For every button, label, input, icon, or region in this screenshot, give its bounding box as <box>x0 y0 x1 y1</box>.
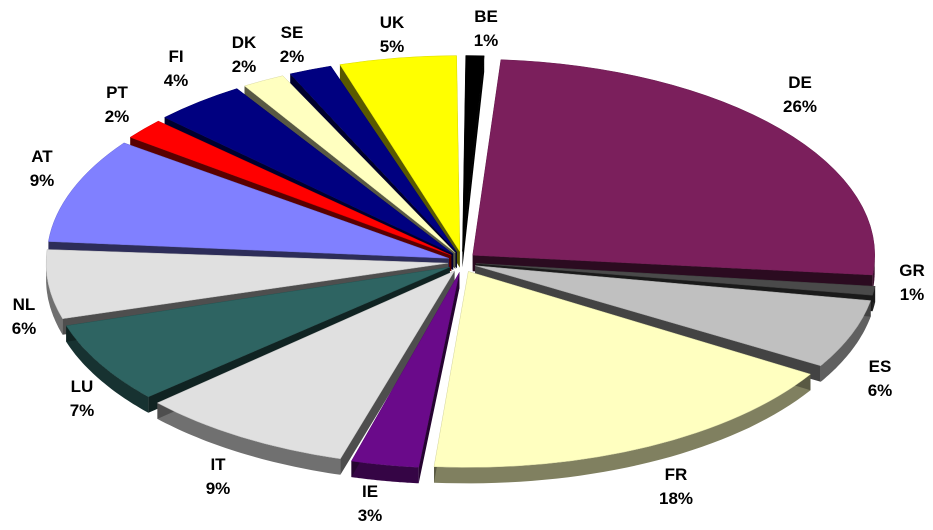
slice-top <box>129 120 452 256</box>
slice-label-percent: 7% <box>70 401 95 420</box>
slice-label-percent: 18% <box>659 489 693 508</box>
slice-label-se: SE 2% <box>280 23 305 66</box>
slice-top <box>350 272 460 468</box>
slice-top <box>339 55 461 253</box>
slice-label-percent: 3% <box>358 506 383 525</box>
slice-top <box>243 75 456 253</box>
pie-slices <box>45 55 876 484</box>
slice-rim <box>351 461 419 484</box>
pie-slice-ie <box>350 272 460 484</box>
slice-label-name: AT <box>31 147 53 166</box>
slice-label-name: IE <box>362 482 378 501</box>
slice-rim <box>820 300 871 382</box>
slice-label-name: PT <box>106 83 128 102</box>
slice-label-it: IT 9% <box>206 455 231 498</box>
slice-top <box>164 88 454 255</box>
slice-label-name: LU <box>71 377 94 396</box>
slice-label-uk: UK 5% <box>380 13 405 56</box>
slice-label-percent: 2% <box>105 107 130 126</box>
slice-label-lu: LU 7% <box>70 377 95 420</box>
slice-top <box>433 271 812 468</box>
slice-label-name: FR <box>665 465 688 484</box>
slice-top <box>462 55 485 252</box>
slice-label-name: FI <box>168 47 183 66</box>
slice-label-dk: DK 2% <box>232 33 257 76</box>
slice-label-percent: 26% <box>783 97 817 116</box>
slice-rim <box>434 374 811 484</box>
slice-label-pt: PT 2% <box>105 83 130 126</box>
slice-label-es: ES 6% <box>868 357 893 400</box>
slice-label-at: AT 9% <box>30 147 55 190</box>
slice-label-name: DK <box>232 33 257 52</box>
slice-label-percent: 2% <box>280 47 305 66</box>
slice-rim <box>66 325 149 413</box>
slice-top <box>48 142 449 259</box>
slice-top <box>475 263 876 296</box>
slice-label-name: ES <box>869 357 892 376</box>
slice-rim <box>157 402 341 475</box>
slice-label-name: SE <box>281 23 304 42</box>
slice-label-percent: 5% <box>380 37 405 56</box>
slice-side <box>418 272 460 484</box>
slice-label-name: IT <box>210 455 226 474</box>
slice-label-percent: 6% <box>868 381 893 400</box>
pie-slice-de <box>472 59 875 291</box>
slice-top <box>156 270 456 460</box>
slice-label-percent: 2% <box>232 57 257 76</box>
slice-label-percent: 1% <box>474 31 499 50</box>
slice-label-percent: 9% <box>30 171 55 190</box>
pie-labels: BE 1% DE 26% GR 1% ES 6% FR 18% IE 3% IT 9% LU 7% NL 6% AT… <box>12 7 925 525</box>
slice-label-name: NL <box>13 295 36 314</box>
slice-label-ie: IE 3% <box>358 482 383 525</box>
pie-slice-it <box>156 270 456 475</box>
slice-label-name: GR <box>899 261 925 280</box>
slice-label-be: BE 1% <box>474 7 499 50</box>
slice-label-name: BE <box>474 7 498 26</box>
slice-label-fi: FI 4% <box>164 47 189 90</box>
slice-top <box>65 266 450 398</box>
slice-top <box>289 65 458 253</box>
pie-slice-fr <box>433 271 812 484</box>
slice-rim <box>46 263 63 335</box>
slice-top <box>472 59 875 276</box>
slice-label-percent: 4% <box>164 71 189 90</box>
slice-label-de: DE 26% <box>783 73 817 116</box>
slice-label-nl: NL 6% <box>12 295 37 338</box>
slice-label-percent: 6% <box>12 319 37 338</box>
slice-side <box>340 270 455 475</box>
slice-label-name: UK <box>380 13 405 32</box>
slice-label-name: DE <box>788 73 812 92</box>
slice-rim <box>872 255 875 291</box>
slice-label-percent: 9% <box>206 479 231 498</box>
slice-top <box>45 249 449 319</box>
pie-slice-be <box>462 55 485 268</box>
slice-top <box>475 265 872 367</box>
slice-label-percent: 1% <box>900 285 925 304</box>
slice-label-gr: GR 1% <box>899 261 925 304</box>
slice-side <box>462 55 485 268</box>
slice-label-fr: FR 18% <box>659 465 693 508</box>
